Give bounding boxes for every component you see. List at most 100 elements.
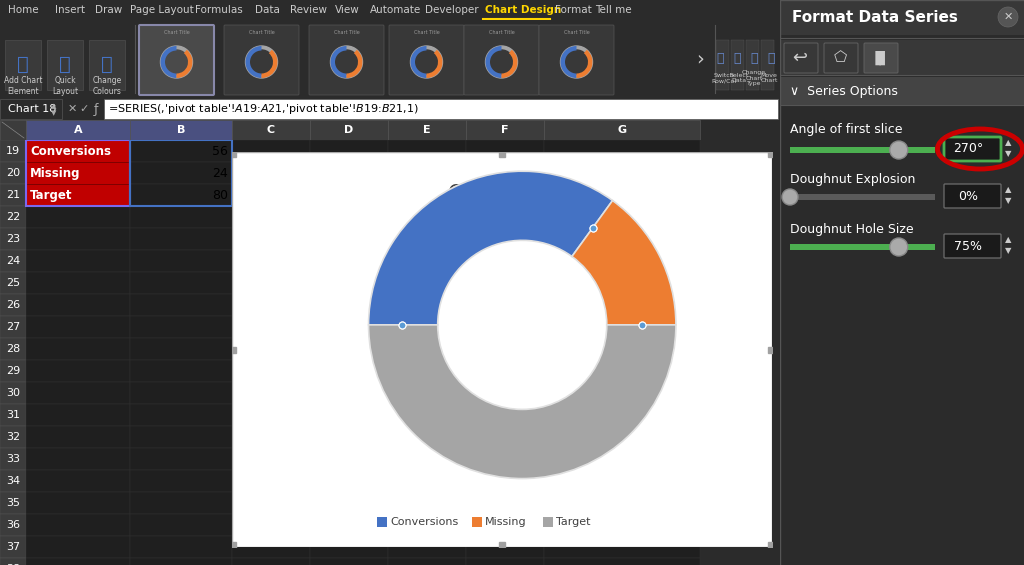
Text: ▲: ▲	[51, 103, 56, 109]
Bar	[466, 316, 544, 338]
Text: F: F	[502, 125, 509, 135]
Bar	[780, 40, 1024, 75]
Bar	[232, 404, 310, 426]
Bar	[310, 250, 388, 272]
Bar	[388, 558, 466, 565]
Bar	[746, 40, 759, 90]
Bar	[388, 426, 466, 448]
Bar	[544, 514, 700, 536]
FancyBboxPatch shape	[539, 25, 614, 95]
Bar	[544, 558, 700, 565]
Text: G: G	[617, 125, 627, 135]
Text: Chart Title: Chart Title	[164, 31, 189, 36]
Bar	[130, 294, 232, 316]
Circle shape	[485, 46, 517, 78]
Wedge shape	[261, 50, 278, 78]
Bar	[310, 470, 388, 492]
Text: 56: 56	[212, 145, 228, 158]
Bar	[232, 250, 310, 272]
Bar	[466, 228, 544, 250]
Bar	[232, 492, 310, 514]
Circle shape	[165, 50, 188, 74]
Bar	[0, 294, 26, 316]
Text: ✕: ✕	[68, 104, 77, 114]
Bar	[466, 272, 544, 294]
Bar	[26, 492, 130, 514]
Bar	[26, 514, 130, 536]
Bar	[310, 272, 388, 294]
Text: 26: 26	[6, 300, 20, 310]
Bar	[130, 184, 232, 206]
Text: ⬛: ⬛	[751, 53, 758, 66]
Bar	[130, 448, 232, 470]
FancyBboxPatch shape	[784, 43, 818, 73]
Bar	[544, 404, 700, 426]
Text: 75%: 75%	[954, 240, 982, 253]
Bar	[232, 140, 310, 162]
Text: ✓: ✓	[79, 104, 89, 114]
Text: Change
Chart
Type: Change Chart Type	[742, 69, 766, 86]
Text: ▼: ▼	[1005, 197, 1012, 206]
FancyBboxPatch shape	[859, 2, 941, 18]
Bar	[310, 404, 388, 426]
Bar	[232, 470, 310, 492]
Text: ↗ Share  ▾: ↗ Share ▾	[957, 5, 1009, 15]
Bar	[130, 184, 232, 206]
Bar	[388, 536, 466, 558]
Text: Quick
Layout: Quick Layout	[52, 76, 78, 95]
Bar	[26, 360, 130, 382]
Bar	[544, 184, 700, 206]
Bar	[26, 382, 130, 404]
Bar	[466, 120, 544, 140]
Bar	[0, 99, 62, 119]
Bar	[232, 448, 310, 470]
Bar	[232, 316, 310, 338]
Bar	[89, 40, 125, 90]
Text: B: B	[177, 125, 185, 135]
Bar	[26, 120, 130, 140]
Text: Missing: Missing	[485, 517, 526, 527]
Bar	[544, 492, 700, 514]
Bar	[130, 228, 232, 250]
Bar	[466, 360, 544, 382]
Text: 31: 31	[6, 410, 20, 420]
Circle shape	[335, 50, 358, 74]
Circle shape	[890, 238, 907, 256]
Wedge shape	[176, 50, 193, 78]
Bar	[26, 558, 130, 565]
Bar	[790, 147, 935, 153]
Text: ✕: ✕	[1004, 12, 1013, 22]
Bar	[466, 184, 544, 206]
Bar	[388, 514, 466, 536]
Circle shape	[415, 50, 438, 74]
Text: A: A	[74, 125, 82, 135]
Bar	[544, 250, 700, 272]
Bar	[26, 448, 130, 470]
Text: Conversions: Conversions	[390, 517, 459, 527]
Wedge shape	[346, 50, 362, 78]
Text: ▼: ▼	[1005, 246, 1012, 255]
Text: ▼: ▼	[1005, 150, 1012, 159]
Bar	[232, 184, 310, 206]
Text: 34: 34	[6, 476, 20, 486]
Text: 21: 21	[6, 190, 20, 200]
Bar	[310, 492, 388, 514]
Text: Change
Colours: Change Colours	[92, 76, 122, 95]
Text: Review: Review	[290, 5, 327, 15]
Bar	[544, 470, 700, 492]
Bar	[761, 40, 774, 90]
Bar	[388, 162, 466, 184]
Text: 24: 24	[6, 256, 20, 266]
Bar	[26, 426, 130, 448]
Bar	[26, 536, 130, 558]
Bar	[310, 536, 388, 558]
Text: 33: 33	[6, 454, 20, 464]
Bar	[544, 316, 700, 338]
Bar	[388, 294, 466, 316]
Bar	[232, 162, 310, 184]
Wedge shape	[369, 325, 676, 479]
Bar	[388, 184, 466, 206]
Bar	[26, 470, 130, 492]
FancyBboxPatch shape	[944, 234, 1001, 258]
Bar	[0, 162, 26, 184]
